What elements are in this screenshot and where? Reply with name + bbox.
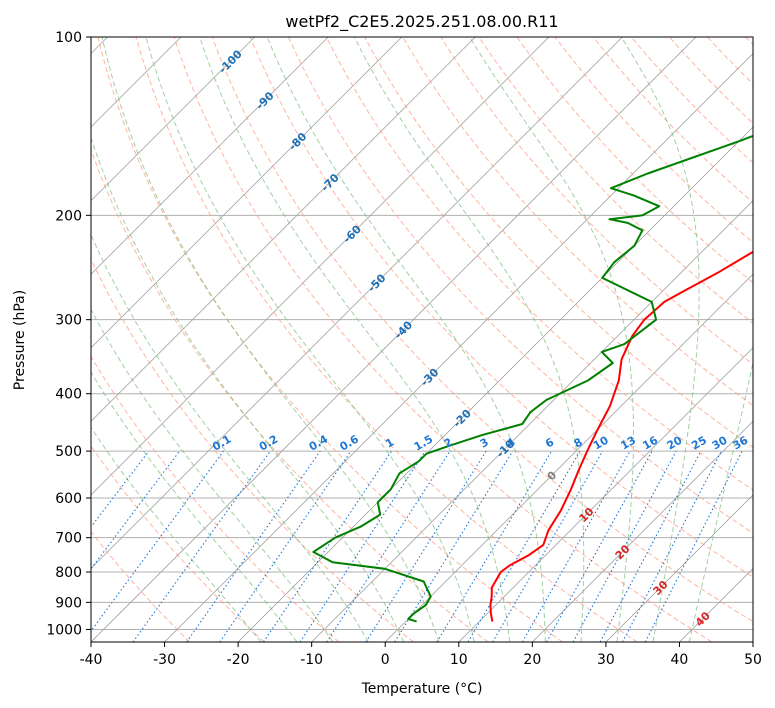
y-axis-label: Pressure (hPa) [12,290,28,390]
dry-adiabat-line [402,37,753,407]
x-tick-label: 30 [597,652,615,668]
moist-adiabat-line [353,37,585,642]
y-tick-label: 900 [55,595,82,611]
mixing-ratio-line [186,450,321,642]
isotherm-line [605,494,753,642]
y-tick-label: 800 [55,565,82,581]
isotherm-line [91,37,623,570]
y-tick-label: 500 [55,444,82,460]
y-tick-label: 100 [55,30,82,46]
x-tick-label: 10 [450,652,468,668]
dry-adiabat-line [364,37,753,449]
dry-adiabat-line [91,355,340,642]
x-tick-label: 0 [381,652,390,668]
plot-frame [90,36,754,643]
moist-adiabat-line [620,37,700,642]
moist-adiabat-line [688,360,753,642]
x-tick-label: 40 [671,652,689,668]
dry-adiabat-line [516,37,753,284]
x-tick-label: -30 [153,652,176,668]
isotherm-line [164,52,753,642]
y-tick-label: 300 [55,313,82,329]
moist-adiabat-line [266,37,546,642]
temperature-profile-line [489,250,753,622]
isotherm-line [91,37,476,422]
mixing-ratio-line [436,450,552,642]
moist-adiabat-line [91,426,262,642]
mixing-ratio-line [394,450,514,642]
y-tick-label: 400 [55,387,82,403]
mixing-ratio-line [546,450,653,642]
dry-adiabat-line [173,37,713,642]
isotherm-line [91,37,697,642]
x-tick-label: 20 [523,652,541,668]
moist-adiabat-line [91,233,369,642]
mixing-ratio-line [467,450,581,642]
x-tick-label: -10 [300,652,323,668]
moist-adiabat-line [91,308,334,642]
moist-adiabat-line [91,136,405,642]
mixing-ratio-line [91,450,150,528]
y-tick-label: 1000 [46,622,82,638]
dry-adiabat-line [91,531,191,642]
isotherm-line [91,37,550,496]
dry-adiabat-line [249,37,753,578]
mixing-ratio-line [219,450,352,642]
y-tick-label: 200 [55,208,82,224]
mixing-ratio-line [365,450,487,642]
x-tick-label: -40 [80,652,103,668]
isotherm-line [91,37,403,349]
dry-adiabat-line [478,37,753,324]
isotherm-line [532,420,753,642]
grid-layer [91,37,753,642]
mixing-ratio-line [521,450,631,642]
dry-adiabat-line [287,37,753,534]
moist-adiabat-line [145,37,475,642]
dry-adiabat-line [440,37,753,365]
mixing-ratio-line [492,450,604,642]
moist-adiabat-line [101,37,440,642]
chart-title: wetPf2_C2E5.2025.251.08.00.R11 [285,12,558,32]
mixing-ratio-line [572,450,677,642]
isotherm-line [384,273,753,642]
dry-adiabat-line [592,37,753,204]
dry-adiabat-line [211,37,753,623]
y-tick-label: 600 [55,491,82,507]
moist-adiabat-line [199,37,511,642]
dry-adiabat-line [91,148,489,642]
x-tick-label: -20 [227,652,250,668]
isotherm-line [91,37,329,275]
dry-adiabat-line [326,37,753,491]
x-axis-label: Temperature (°C) [361,681,483,697]
y-tick-label: 700 [55,531,82,547]
isotherm-line [237,126,753,642]
dry-adiabat-line [135,37,638,642]
mixing-ratio-line [326,450,451,642]
series-layer [312,134,753,623]
dewpoint-profile-line [312,134,753,623]
isotherm-line [458,347,753,642]
isotherm-line [91,37,255,202]
x-tick-label: 50 [744,652,762,668]
tick-layer: -40 -30 -20 -10 0 10 20 30 40 50 1000 900 800 700 600 5… [46,30,762,668]
